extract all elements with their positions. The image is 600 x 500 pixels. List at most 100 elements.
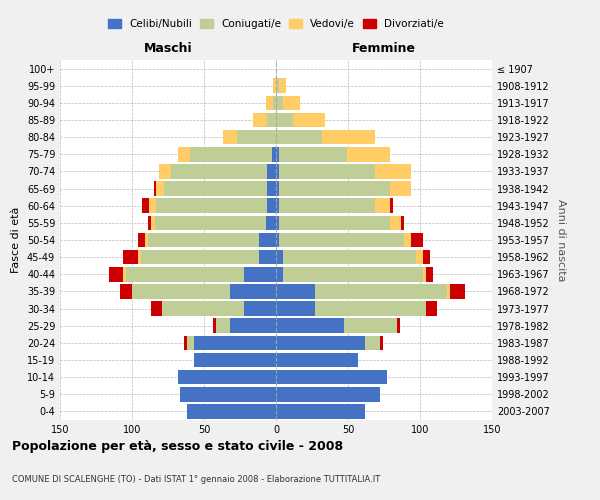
Bar (416, 250, 423, 264)
Bar (138, 232, 145, 248)
Bar (148, 216, 151, 230)
Bar (397, 318, 400, 333)
Bar (124, 250, 138, 264)
Bar (279, 147, 347, 162)
Bar (276, 318, 344, 333)
Bar (276, 130, 322, 144)
Bar (215, 318, 230, 333)
Bar (160, 164, 171, 178)
Bar (244, 267, 276, 281)
Bar (273, 96, 276, 110)
Bar (390, 198, 392, 213)
Bar (178, 370, 276, 384)
Bar (276, 352, 358, 368)
Bar (279, 198, 376, 213)
Bar (157, 182, 164, 196)
Bar (283, 267, 423, 281)
Bar (390, 216, 401, 230)
Bar (283, 96, 301, 110)
Bar (276, 250, 283, 264)
Bar (121, 284, 132, 298)
Bar (109, 267, 124, 281)
Bar (184, 336, 187, 350)
Bar (450, 284, 464, 298)
Bar (140, 250, 259, 264)
Bar (268, 164, 276, 178)
Bar (259, 232, 276, 248)
Bar (276, 232, 279, 248)
Bar (448, 284, 450, 298)
Bar (187, 336, 194, 350)
Bar (132, 284, 230, 298)
Bar (276, 302, 315, 316)
Bar (171, 164, 268, 178)
Bar (315, 284, 448, 298)
Bar (279, 182, 390, 196)
Bar (276, 216, 279, 230)
Bar (423, 267, 426, 281)
Bar (194, 336, 276, 350)
Bar (347, 147, 390, 162)
Bar (344, 318, 397, 333)
Bar (276, 96, 283, 110)
Bar (376, 198, 390, 213)
Bar (253, 112, 268, 128)
Bar (124, 267, 126, 281)
Text: Maschi: Maschi (143, 42, 193, 55)
Bar (276, 198, 279, 213)
Bar (142, 198, 149, 213)
Bar (276, 182, 279, 196)
Bar (266, 96, 273, 110)
Bar (376, 164, 412, 178)
Bar (162, 302, 244, 316)
Bar (365, 336, 380, 350)
Bar (276, 147, 279, 162)
Bar (126, 267, 244, 281)
Bar (272, 147, 276, 162)
Bar (276, 387, 380, 402)
Bar (259, 250, 276, 264)
Bar (273, 78, 276, 93)
Bar (276, 78, 279, 93)
Bar (276, 370, 387, 384)
Bar (187, 404, 276, 418)
Bar (401, 216, 404, 230)
Bar (279, 232, 404, 248)
Text: COMUNE DI SCALENGHE (TO) - Dati ISTAT 1° gennaio 2008 - Elaborazione TUTTITALIA.: COMUNE DI SCALENGHE (TO) - Dati ISTAT 1°… (12, 475, 380, 484)
Bar (268, 182, 276, 196)
Bar (179, 387, 276, 402)
Bar (145, 232, 148, 248)
Bar (212, 318, 215, 333)
Bar (390, 182, 412, 196)
Bar (268, 112, 276, 128)
Bar (164, 182, 268, 196)
Bar (276, 336, 365, 350)
Bar (149, 198, 157, 213)
Bar (276, 284, 315, 298)
Bar (151, 302, 162, 316)
Bar (178, 147, 190, 162)
Text: Femmine: Femmine (352, 42, 416, 55)
Bar (276, 112, 293, 128)
Bar (237, 130, 276, 144)
Bar (244, 302, 276, 316)
Bar (404, 232, 412, 248)
Bar (283, 250, 416, 264)
Bar (230, 318, 276, 333)
Bar (426, 267, 433, 281)
Bar (194, 352, 276, 368)
Bar (279, 216, 390, 230)
Bar (157, 198, 268, 213)
Bar (223, 130, 237, 144)
Bar (279, 78, 286, 93)
Bar (230, 284, 276, 298)
Bar (293, 112, 325, 128)
Legend: Celibi/Nubili, Coniugati/e, Vedovi/e, Divorziati/e: Celibi/Nubili, Coniugati/e, Vedovi/e, Di… (104, 15, 448, 33)
Bar (315, 302, 426, 316)
Bar (380, 336, 383, 350)
Bar (151, 216, 155, 230)
Bar (423, 250, 430, 264)
Bar (155, 216, 266, 230)
Bar (276, 404, 365, 418)
Bar (276, 164, 279, 178)
